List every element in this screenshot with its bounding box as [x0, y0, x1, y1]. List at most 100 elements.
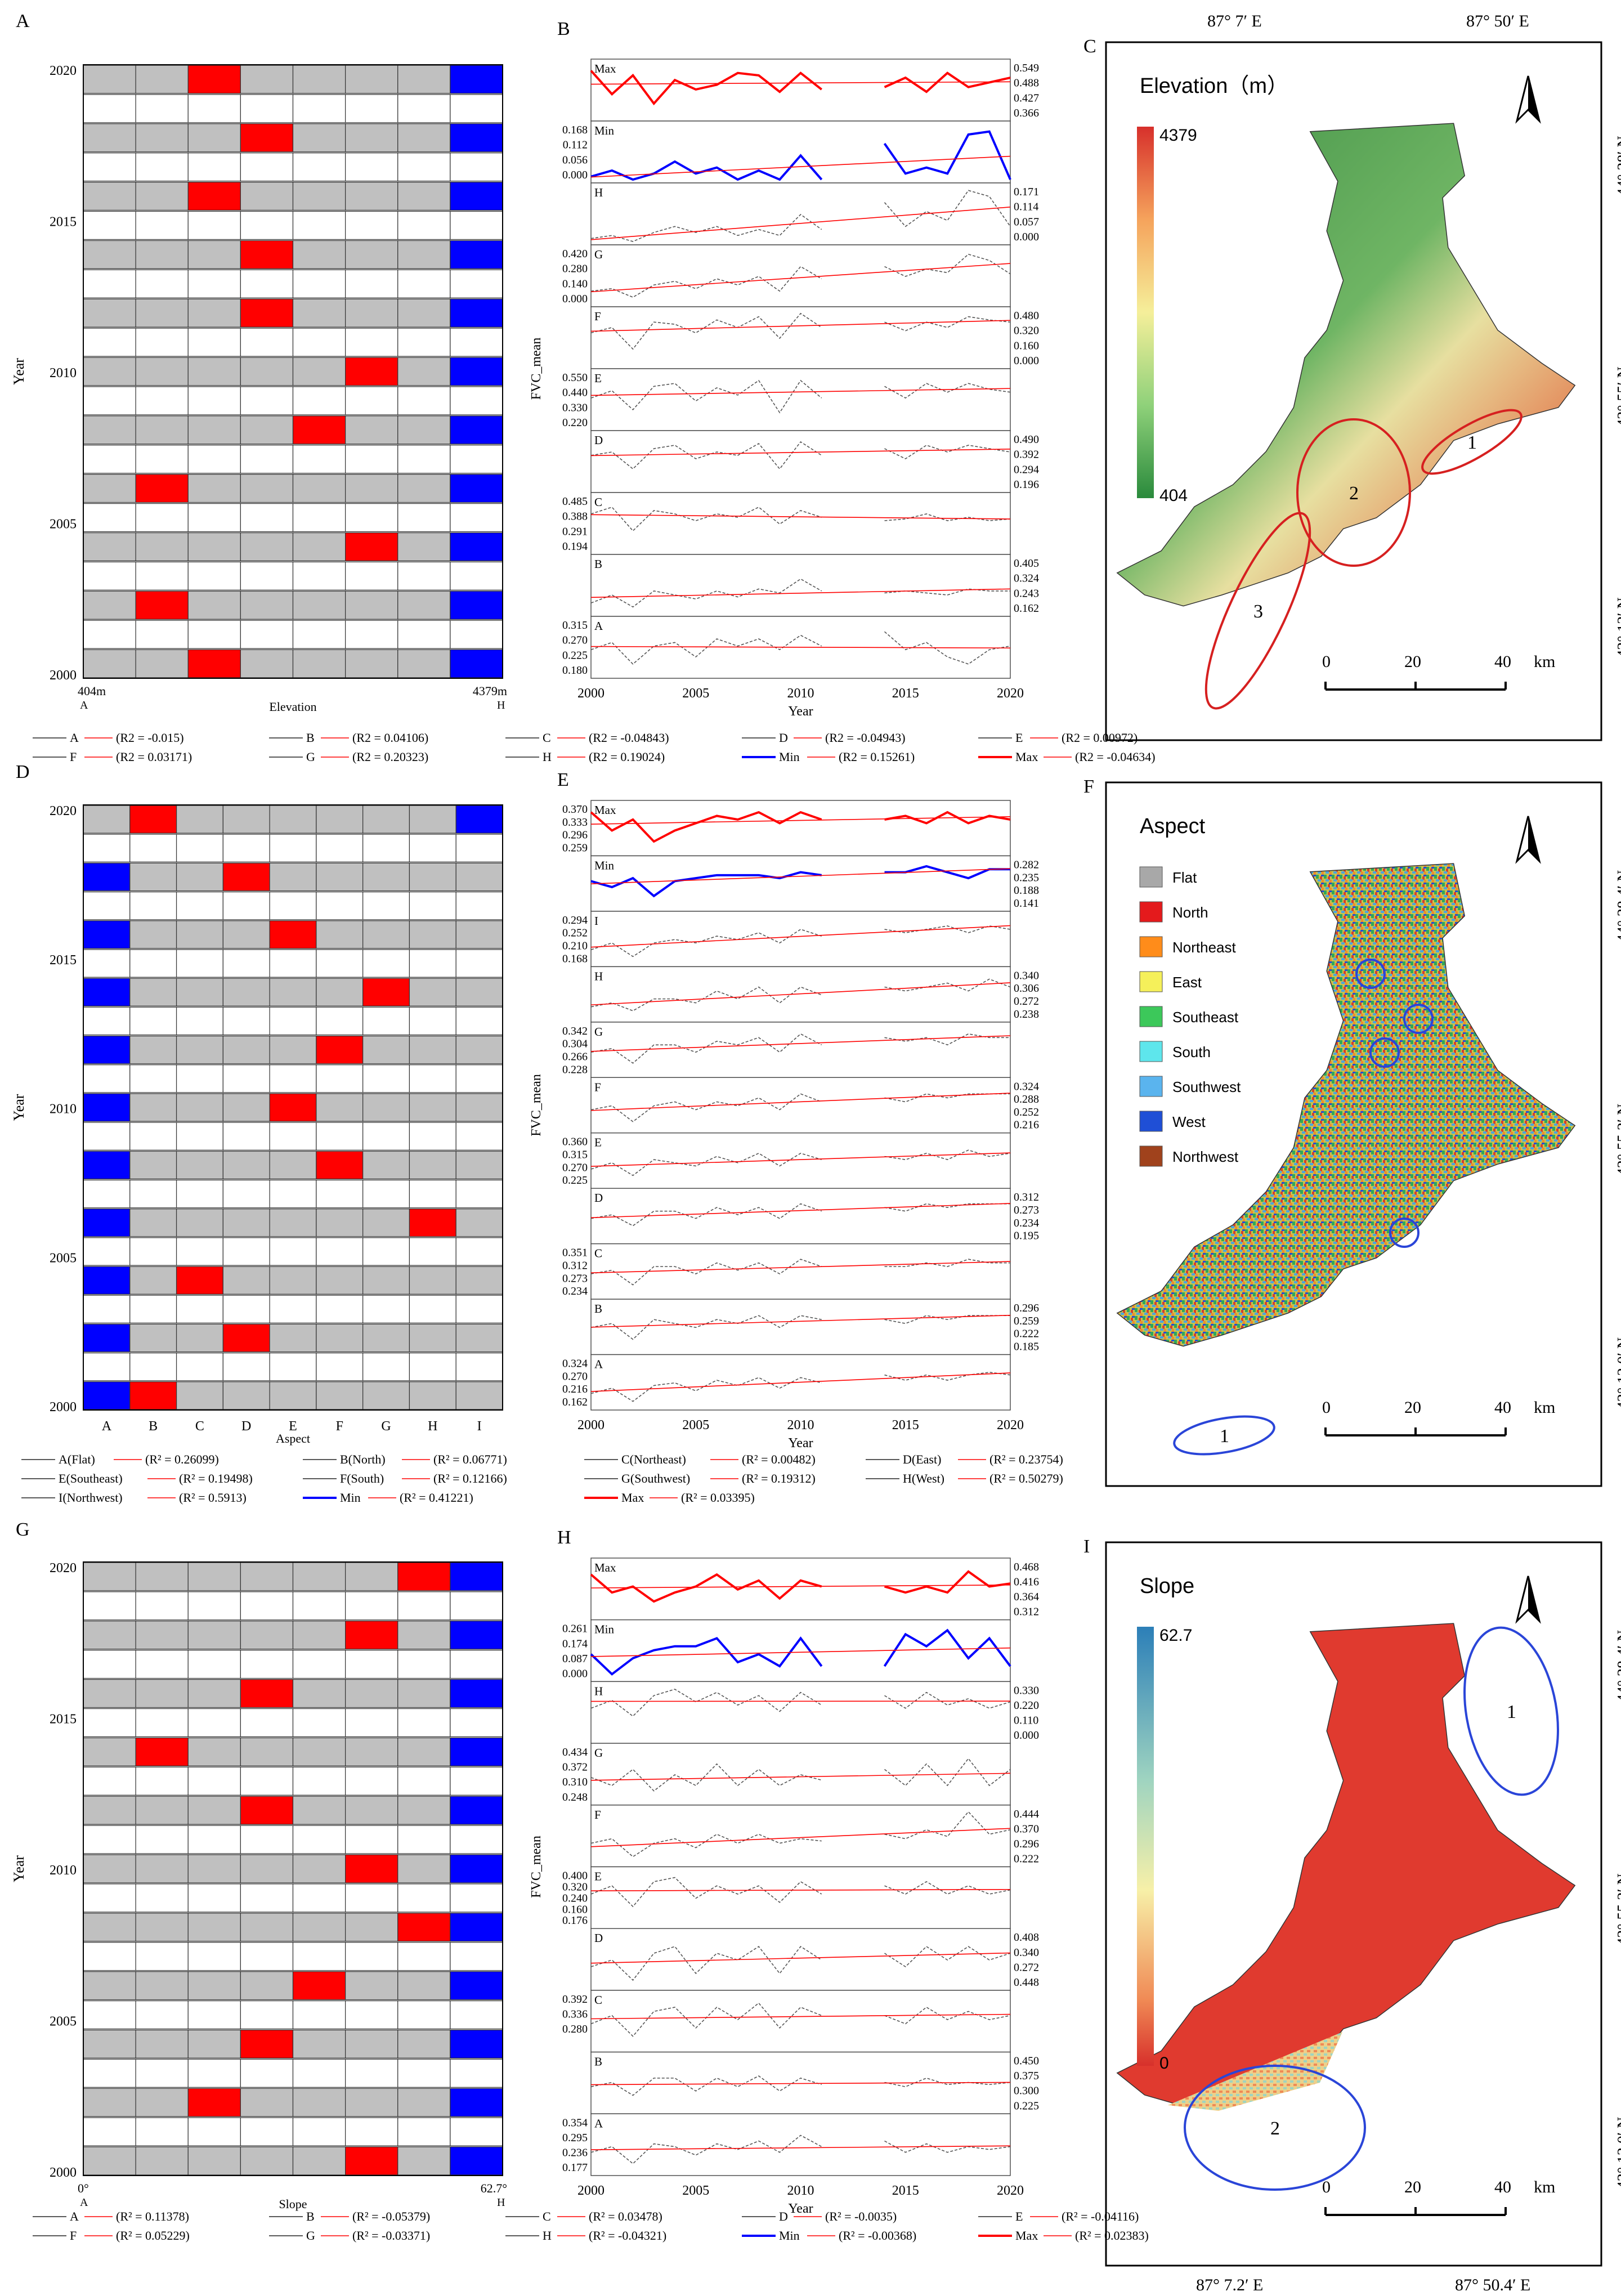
- grid-cell: [292, 94, 346, 123]
- subplot-frame: [590, 1188, 1011, 1245]
- grid-cell: [83, 1237, 131, 1266]
- grid-cell: [83, 891, 131, 920]
- y-tick: 0.444: [1014, 1808, 1039, 1820]
- grid-cell: [455, 1064, 503, 1093]
- series-line-E: [884, 1149, 1011, 1160]
- grid-cell: [135, 1621, 189, 1650]
- grid-cell: [187, 649, 241, 678]
- grid-cell: [187, 415, 241, 445]
- subplot-frame: [590, 1866, 1011, 1929]
- y-tick: 0.370: [562, 803, 588, 816]
- y-tick: 0.392: [1014, 449, 1039, 461]
- grid-cell: [450, 1942, 503, 1971]
- grid-cell: [292, 1591, 346, 1621]
- legend-name: A(Flat): [59, 1452, 95, 1466]
- y-tick: 0.261: [562, 1623, 588, 1635]
- year-tick: 2015: [50, 1712, 77, 1727]
- grid-cell: [83, 1151, 131, 1180]
- legend-r2: (R² = 0.03478): [589, 2209, 662, 2223]
- grid-cell: [83, 211, 136, 240]
- y-tick: 0.320: [562, 1881, 588, 1893]
- grid-cell: [176, 1151, 223, 1180]
- y-tick: 0.168: [562, 952, 588, 965]
- grid-cell: [316, 1323, 364, 1353]
- legend-name: F: [70, 2228, 77, 2243]
- grid-panel-D: D 2020 2015 2010 2005 2000 Year Aspect A B C D E F G H I: [11, 762, 503, 1445]
- grid-cell: [187, 590, 241, 620]
- y-tick: 0.220: [562, 417, 588, 429]
- legend-swatch: [1139, 901, 1163, 923]
- subplot-label: I: [594, 914, 598, 928]
- grid-cell: [397, 1737, 451, 1766]
- grid-cell: [455, 862, 503, 892]
- legend-swatch: [1139, 866, 1163, 888]
- grid-cell: [345, 1883, 398, 1913]
- subplot-frame: [590, 1133, 1011, 1189]
- grid-cell: [176, 1353, 223, 1381]
- grid-cell: [397, 1562, 451, 1591]
- trend-line-B: [590, 2082, 1011, 2085]
- grid-cell: [409, 1035, 456, 1064]
- series-line-A: [884, 1372, 1011, 1381]
- legend-name: Max: [1015, 2228, 1038, 2243]
- grid-cell: [292, 123, 346, 153]
- legend-r2: (R2 = 0.03171): [116, 750, 192, 764]
- grid-cell: [129, 1064, 177, 1093]
- legend-r2: (R² = 0.03395): [681, 1491, 755, 1505]
- grid-cell: [135, 357, 189, 386]
- grid-cell: [135, 620, 189, 649]
- grid-cell: [135, 153, 189, 182]
- y-tick: 0.295: [562, 2132, 588, 2144]
- legend-r2: (R² = 0.50279): [989, 1471, 1063, 1485]
- grid-cell: [269, 978, 317, 1006]
- subplot-frame: [590, 306, 1011, 369]
- legend-name: H: [543, 750, 552, 764]
- series-line-D: [884, 1946, 1011, 1968]
- y-tick: 0.259: [562, 842, 588, 854]
- legend-E: A(Flat) (R² = 0.26099) B(North) (R² = 0.067…: [21, 1452, 1063, 1505]
- grid-cell: [362, 862, 410, 892]
- grid-cell: [240, 211, 294, 240]
- x-tick: 2015: [892, 686, 919, 701]
- legend-B: A (R2 = -0.015) B (R2 = 0.04106) C (R2 = -0.0…: [33, 731, 1156, 764]
- grid-cell: [135, 1971, 189, 2000]
- grid-cell: [240, 2058, 294, 2088]
- series-line-I: [590, 929, 822, 957]
- grid-cell: [135, 445, 189, 474]
- grid-cell: [135, 2058, 189, 2088]
- year-tick: 2010: [50, 1102, 77, 1117]
- grid-cell: [450, 445, 503, 474]
- y-tick: 0.270: [562, 634, 588, 647]
- grid-cell: [240, 1679, 294, 1708]
- grid-cell: [397, 2146, 451, 2176]
- year-tick: 2000: [50, 2165, 77, 2180]
- colorbar: [1137, 127, 1154, 498]
- grid-cell: [450, 211, 503, 240]
- grid-cell: [187, 240, 241, 269]
- zone-label: 2: [1270, 2118, 1280, 2139]
- grid-cell: [83, 862, 131, 892]
- grid-cell: [450, 94, 503, 123]
- grid-cell: [345, 2146, 398, 2176]
- grid-cell: [269, 1323, 317, 1353]
- grid-cell: [316, 1209, 364, 1237]
- y-tick: 0.000: [562, 1667, 588, 1680]
- trend-line-F: [590, 1093, 1011, 1111]
- grid-cell: [222, 1237, 270, 1266]
- grid-cell: [187, 503, 241, 532]
- y-tick: 0.296: [1014, 1838, 1039, 1850]
- grid-cell: [397, 1796, 451, 1825]
- y-tick: 0.240: [562, 1892, 588, 1904]
- legend-name: Min: [779, 2228, 800, 2243]
- y-tick: 0.324: [1014, 572, 1039, 585]
- lat-label: 44° 38′ N: [1615, 136, 1621, 196]
- grid-cell: [83, 1737, 136, 1766]
- trend-line-E: [590, 1888, 1011, 1892]
- grid-cell: [83, 1266, 131, 1295]
- grid-cell: [455, 1035, 503, 1064]
- grid-cell: [187, 357, 241, 386]
- grid-cell: [83, 978, 131, 1006]
- grid-cell: [135, 1942, 189, 1971]
- trend-line-C: [590, 514, 1011, 520]
- grid-cell: [292, 2000, 346, 2030]
